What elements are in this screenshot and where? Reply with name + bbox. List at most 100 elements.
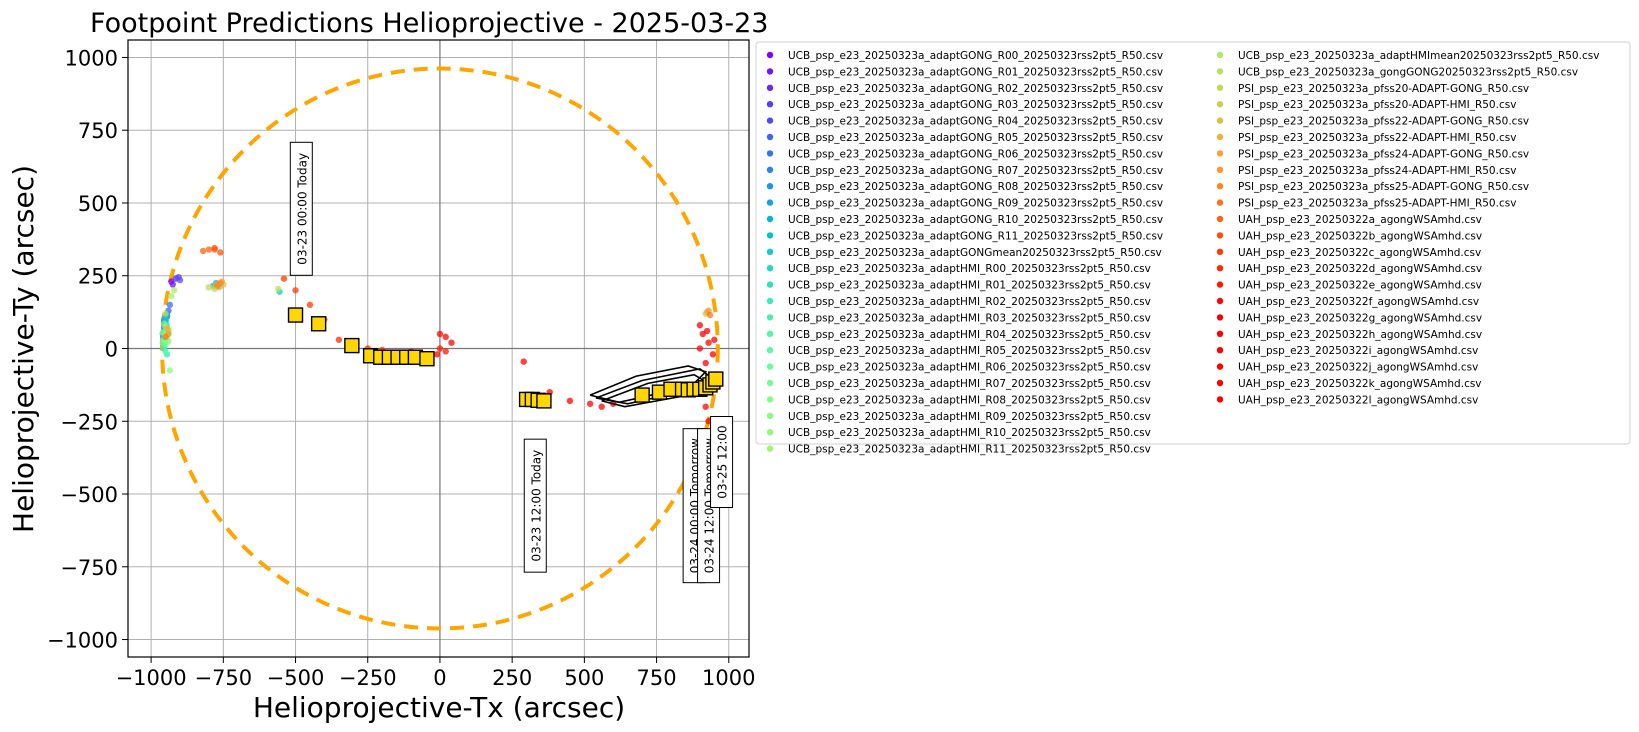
y-tick-label: −1000 (47, 629, 118, 653)
legend-marker (766, 150, 774, 157)
series-point (162, 310, 169, 317)
legend-marker (766, 68, 774, 75)
series-point (205, 246, 213, 253)
legend-marker (766, 133, 774, 141)
y-tick-label: 0 (105, 338, 118, 362)
legend-marker (766, 265, 774, 272)
legend-label: UCB_psp_e23_20250323a_adaptHMI_R08_20250… (788, 394, 1151, 406)
legend-marker (1216, 379, 1224, 387)
annotation-box (289, 141, 313, 276)
legend-marker (766, 412, 774, 419)
x-tick-label: −750 (194, 666, 252, 690)
legend-label: UCB_psp_e23_20250323a_adaptGONG_R01_2025… (788, 66, 1163, 78)
series-point (696, 345, 704, 352)
legend-marker (766, 117, 774, 124)
legend-marker (1216, 68, 1224, 75)
legend-marker (1216, 150, 1224, 157)
legend-label: UCB_psp_e23_20250323a_adaptHMI_R05_20250… (788, 345, 1151, 357)
legend: UCB_psp_e23_20250323a_adaptGONG_R00_2025… (755, 41, 1631, 456)
legend-label: PSI_psp_e23_20250323a_pfss22-ADAPT-GONG_… (1238, 116, 1529, 128)
legend-marker (1216, 297, 1224, 305)
legend-label: UAH_psp_e23_20250322a_agongWSAmhd.csv (1238, 214, 1482, 226)
series-point (702, 359, 709, 367)
time-annotation: 03-23 00:00 Today (289, 141, 313, 276)
x-tick-label: 0 (433, 666, 446, 690)
series-point (702, 403, 709, 410)
legend-marker (766, 429, 774, 436)
legend-marker (766, 445, 774, 452)
legend-label: UAH_psp_e23_20250322e_agongWSAmhd.csv (1238, 280, 1482, 292)
legend-label: UAH_psp_e23_20250322c_agongWSAmhd.csv (1238, 247, 1481, 259)
series-point (168, 292, 175, 300)
x-tick-label: −1000 (116, 666, 187, 690)
legend-label: UAH_psp_e23_20250322f_agongWSAmhd.csv (1238, 296, 1479, 308)
legend-label: UCB_psp_e23_20250323a_adaptGONG_R07_2025… (788, 165, 1163, 177)
annotation-text: 03-23 12:00 Today (529, 450, 543, 562)
legend-marker (1216, 232, 1224, 239)
y-tick-label: −250 (60, 410, 118, 434)
series-point (280, 275, 288, 282)
series-point (162, 348, 169, 355)
footpoint-marker (536, 393, 552, 409)
legend-label: PSI_psp_e23_20250323a_pfss20-ADAPT-HMI_R… (1238, 99, 1516, 111)
legend-label: UCB_psp_e23_20250323a_adaptHMI_R10_20250… (788, 427, 1151, 439)
legend-label: UCB_psp_e23_20250323a_adaptGONG_R04_2025… (788, 116, 1163, 128)
legend-label: UCB_psp_e23_20250323a_adaptGONG_R05_2025… (788, 132, 1163, 144)
legend-marker (766, 347, 774, 354)
legend-label: UAH_psp_e23_20250322g_agongWSAmhd.csv (1238, 312, 1482, 324)
series-point (706, 311, 714, 319)
legend-label: UCB_psp_e23_20250323a_adaptHMI_R11_20250… (788, 444, 1151, 456)
series-point (199, 247, 207, 255)
legend-label: UCB_psp_e23_20250323a_adaptHMI_R02_20250… (788, 296, 1151, 308)
legend-marker (1216, 363, 1224, 370)
series-point (696, 322, 704, 329)
annotation-text: 03-23 00:00 Today (295, 153, 309, 265)
legend-marker (766, 232, 774, 239)
series-point (442, 333, 449, 341)
legend-marker (766, 297, 774, 305)
series-point (442, 348, 449, 355)
legend-label: PSI_psp_e23_20250323a_pfss25-ADAPT-HMI_R… (1238, 198, 1516, 210)
legend-label: UCB_psp_e23_20250323a_adaptGONG_R02_2025… (788, 83, 1163, 95)
legend-marker (766, 281, 774, 288)
legend-label: UCB_psp_e23_20250323a_adaptHMI_R09_20250… (788, 411, 1151, 423)
legend-label: UCB_psp_e23_20250323a_adaptGONG_R08_2025… (788, 181, 1163, 193)
legend-label: UCB_psp_e23_20250323a_adaptGONG_R10_2025… (788, 214, 1163, 226)
legend-marker (1216, 281, 1224, 288)
legend-label: UAH_psp_e23_20250322k_agongWSAmhd.csv (1238, 378, 1482, 390)
series-point (598, 403, 605, 410)
legend-label: UCB_psp_e23_20250323a_adaptGONG_R11_2025… (788, 230, 1163, 242)
footpoint-marker (344, 337, 360, 354)
legend-marker (766, 101, 774, 108)
series-point (163, 324, 171, 332)
x-tick-label: 250 (492, 666, 532, 690)
series-point (166, 367, 174, 374)
legend-marker (766, 314, 774, 321)
time-annotation: 03-25 12:00 (710, 416, 734, 509)
series-point (335, 336, 343, 343)
series-point (436, 330, 444, 338)
legend-marker (1216, 199, 1224, 206)
legend-box (755, 41, 1631, 445)
series-point (705, 339, 712, 346)
legend-label: UAH_psp_e23_20250322d_agongWSAmhd.csv (1238, 263, 1482, 275)
legend-label: UCB_psp_e23_20250323a_adaptGONG_R03_2025… (788, 99, 1163, 111)
legend-marker (1216, 101, 1224, 108)
legend-label: UCB_psp_e23_20250323a_gongGONG20250323rs… (1238, 66, 1578, 78)
legend-label: UAH_psp_e23_20250322i_agongWSAmhd.csv (1238, 345, 1478, 357)
legend-label: UAH_psp_e23_20250322j_agongWSAmhd.csv (1238, 362, 1478, 374)
series-point (709, 351, 717, 358)
legend-label: UAH_psp_e23_20250322l_agongWSAmhd.csv (1238, 394, 1478, 406)
legend-marker (1216, 347, 1224, 354)
legend-label: PSI_psp_e23_20250323a_pfss20-ADAPT-GONG_… (1238, 83, 1529, 95)
series-point (586, 400, 594, 407)
legend-marker (1216, 215, 1224, 223)
legend-marker (766, 183, 774, 190)
footpoint-marker (419, 350, 435, 367)
series-point (436, 345, 444, 352)
legend-marker (1216, 314, 1224, 321)
series-point (211, 244, 218, 252)
footpoint-marker (310, 316, 327, 332)
series-point (171, 287, 178, 294)
